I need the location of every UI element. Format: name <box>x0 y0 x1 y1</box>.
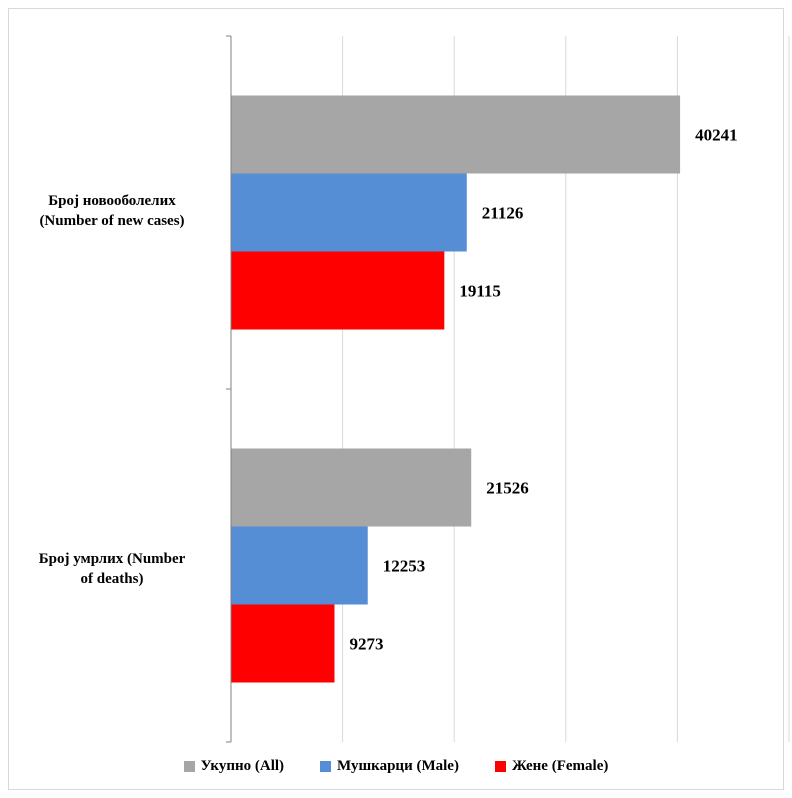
bar-c0-s2 <box>231 251 445 330</box>
legend-label-all: Укупно (All) <box>200 758 285 774</box>
legend-swatch-all <box>183 761 195 772</box>
legend-label-male: Мушкарци (Male) <box>337 758 459 774</box>
legend-swatch-male <box>320 761 332 772</box>
data-label-c1-s1: 12253 <box>383 557 426 576</box>
data-label-c0-s2: 19115 <box>459 282 501 301</box>
bar-c0-s1 <box>231 173 467 252</box>
legend-swatch-female <box>494 761 506 772</box>
bar-c1-s0 <box>231 448 472 527</box>
data-label-c1-s2: 9273 <box>349 635 383 654</box>
category-label-deaths: Број умрлих (Number of deaths) <box>38 551 186 587</box>
legend-item-female: Жене (Female) <box>494 758 609 775</box>
bar-c1-s1 <box>231 526 368 605</box>
data-label-c0-s0: 40241 <box>695 126 738 145</box>
legend-item-male: Мушкарци (Male) <box>320 758 459 775</box>
category-label-new-cases: Број новооболелих (Number of new cases) <box>39 193 185 229</box>
legend-item-all: Укупно (All) <box>183 758 285 775</box>
bar-c1-s2 <box>231 604 335 683</box>
data-label-c1-s0: 21526 <box>486 479 529 498</box>
data-label-c0-s1: 21126 <box>482 204 524 223</box>
legend: Укупно (All) Мушкарци (Male) Жене (Femal… <box>0 758 792 775</box>
bar-c0-s0 <box>231 95 681 174</box>
legend-label-female: Жене (Female) <box>511 758 609 774</box>
